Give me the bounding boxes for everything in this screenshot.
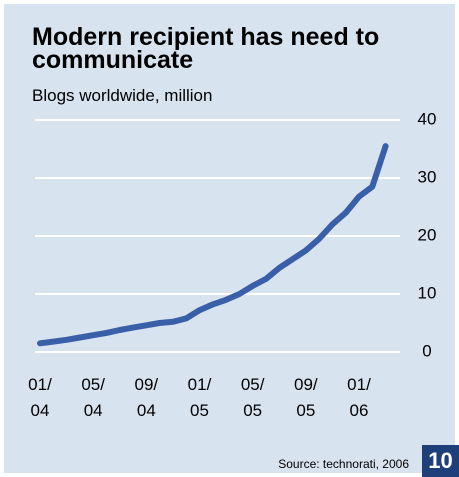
y-tick-label: 30 [418, 167, 437, 186]
chart-title: Modern recipient has need to communicate [32, 23, 380, 74]
x-tick-label: 01/ 04 [28, 375, 52, 420]
y-tick-label: 20 [418, 225, 437, 244]
x-tick-label: 01/ 05 [187, 375, 212, 420]
panel [4, 4, 455, 473]
page-number: 10 [422, 445, 459, 477]
y-tick-label: 10 [418, 283, 437, 302]
y-tick-label: 0 [422, 341, 431, 360]
x-tick-label: 09/ 04 [134, 375, 159, 420]
x-tick-label: 09/ 05 [294, 375, 318, 420]
source-note: Source: technorati, 2006 [278, 457, 409, 471]
chart-subtitle: Blogs worldwide, million [32, 86, 213, 105]
x-tick-label: 05/ 05 [240, 375, 265, 420]
x-tick-label: 05/ 04 [81, 375, 105, 420]
x-tick-label: 01/ 06 [347, 375, 371, 420]
data-line [37, 143, 389, 347]
y-tick-label: 40 [418, 109, 437, 128]
